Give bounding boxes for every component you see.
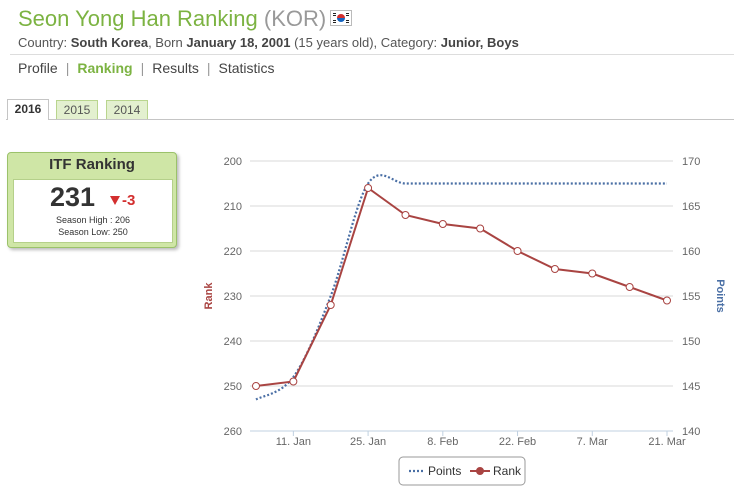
- south-korea-flag-icon: [330, 10, 353, 27]
- rank-point: [550, 265, 559, 273]
- age-category-label: (15 years old), Category:: [294, 35, 438, 50]
- country-code: (KOR): [263, 6, 327, 31]
- y-tick-label-left: 220: [224, 246, 242, 258]
- x-tick-label: 25. Jan: [350, 436, 386, 448]
- profile-nav: Profile | Ranking | Results | Statistics: [18, 60, 275, 76]
- y-axis-title-right: Points: [714, 279, 726, 313]
- tab-divider: [6, 119, 734, 120]
- tab-2015[interactable]: 2015: [56, 100, 98, 119]
- y-tick-label-right: 155: [682, 291, 700, 303]
- series-rank-line: [255, 186, 668, 387]
- legend-points-label: Points: [428, 464, 461, 478]
- rank-point: [588, 269, 597, 278]
- x-tick-label: 21. Mar: [648, 436, 686, 448]
- itf-ranking-title: ITF Ranking: [49, 156, 135, 173]
- header-divider: [10, 54, 734, 55]
- nav-profile[interactable]: Profile: [18, 60, 58, 76]
- y-tick-label-left: 250: [224, 381, 242, 393]
- tab-2014[interactable]: 2014: [106, 100, 148, 119]
- born-value: January 18, 2001: [186, 35, 291, 50]
- y-tick-label-right: 160: [682, 246, 700, 258]
- nav-results[interactable]: Results: [152, 60, 199, 76]
- rank-point: [438, 220, 447, 228]
- y-tick-label-right: 140: [682, 426, 700, 438]
- rank-point: [476, 224, 485, 233]
- legend-rank-label: Rank: [493, 464, 522, 478]
- current-rank: 231: [50, 182, 96, 212]
- y-tick-label-right: 170: [682, 156, 700, 168]
- player-name: Seon Yong Han Ranking: [18, 6, 258, 31]
- player-meta: Country: South Korea, Born January 18, 2…: [18, 35, 519, 50]
- rank-point: [252, 382, 260, 390]
- nav-statistics[interactable]: Statistics: [218, 60, 275, 76]
- rank-point: [625, 283, 634, 291]
- season-low: Season Low: 250: [58, 227, 128, 237]
- nav-separator: |: [206, 60, 211, 76]
- itf-ranking-card: ITF Ranking 231 -3 Season High : 206 Sea…: [7, 152, 177, 248]
- y-tick-label-left: 200: [224, 156, 242, 168]
- x-tick-label: 22. Feb: [499, 436, 536, 448]
- rank-point: [513, 247, 522, 255]
- country-value: South Korea: [70, 35, 149, 50]
- rank-point: [401, 211, 410, 219]
- nav-separator: |: [140, 60, 145, 76]
- y-tick-label-left: 240: [224, 336, 242, 348]
- y-tick-label-right: 145: [682, 381, 700, 393]
- series-points-line: [255, 174, 667, 401]
- season-high: Season High : 206: [55, 215, 131, 225]
- tab-2016[interactable]: 2016: [7, 99, 49, 120]
- y-tick-label-left: 260: [224, 426, 242, 438]
- rank-change: -3: [122, 192, 136, 209]
- x-tick-label: 7. Mar: [577, 436, 609, 448]
- country-label: Country:: [18, 35, 68, 50]
- rank-point: [663, 296, 671, 305]
- y-axis-title-left: Rank: [203, 282, 215, 310]
- page-title: Seon Yong Han Ranking (KOR): [18, 6, 353, 32]
- legend-rank-marker: [476, 467, 484, 475]
- rank-point: [326, 301, 335, 309]
- category-value: Junior, Boys: [440, 35, 519, 50]
- y-tick-label-right: 150: [682, 336, 700, 348]
- y-tick-label-left: 210: [224, 201, 242, 213]
- born-label: , Born: [148, 35, 183, 50]
- x-tick-label: 8. Feb: [427, 436, 458, 448]
- x-tick-label: 11. Jan: [276, 436, 311, 448]
- legend-box: [398, 456, 526, 486]
- y-tick-label-right: 165: [682, 201, 700, 213]
- rank-point: [364, 184, 373, 192]
- y-tick-label-left: 230: [224, 291, 242, 303]
- itf-ranking-body: 231 -3 Season High : 206 Season Low: 250: [13, 179, 173, 243]
- nav-ranking[interactable]: Ranking: [77, 60, 133, 76]
- rank-point: [289, 377, 298, 386]
- rank-down-arrow-icon: [110, 196, 120, 205]
- nav-separator: |: [65, 60, 70, 76]
